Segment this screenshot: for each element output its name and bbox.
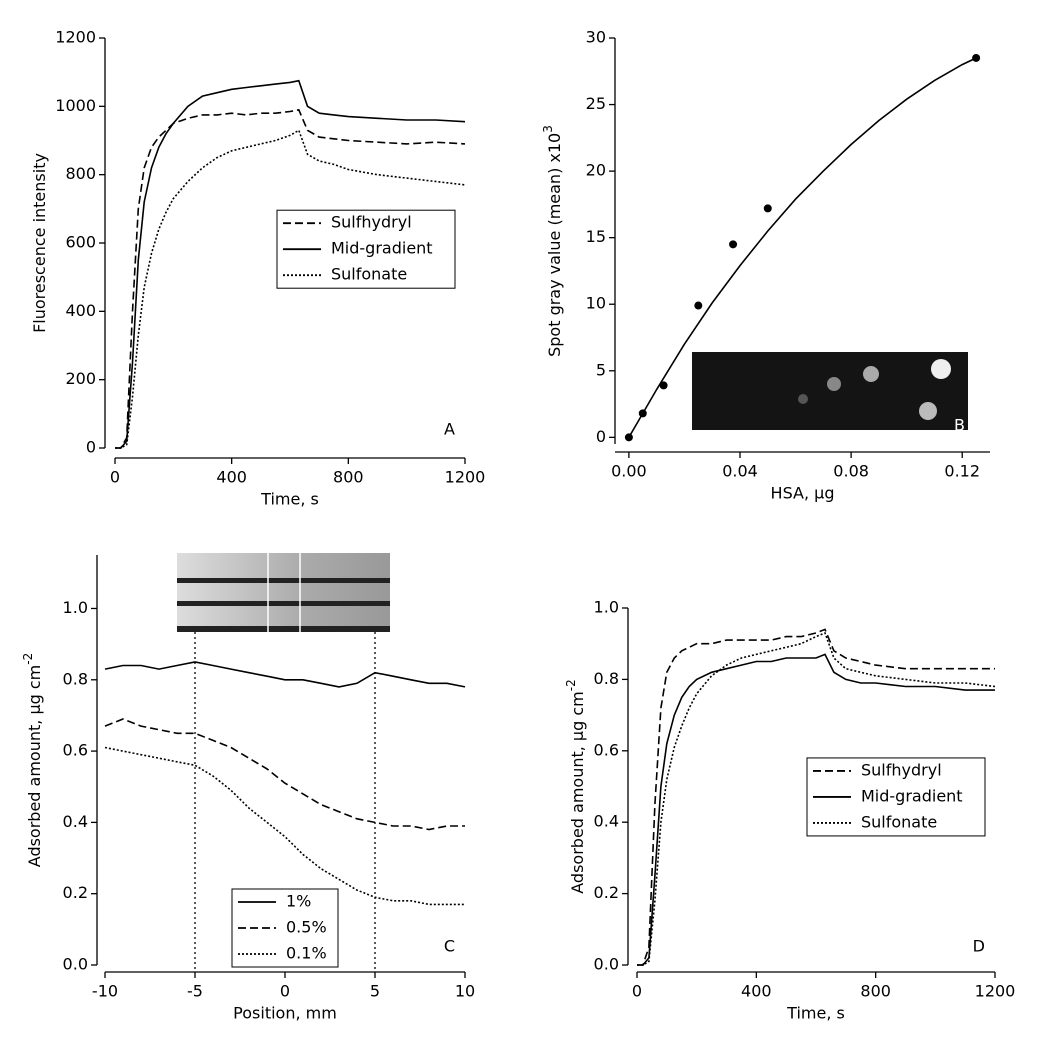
y-tick-label: 1000 [55, 96, 96, 115]
y-axis-label-text: Spot gray value (mean) x10 [545, 133, 564, 357]
x-tick-label: 0.12 [944, 462, 980, 481]
x-tick-label: 0.08 [833, 462, 869, 481]
x-tick-label: 0.00 [611, 462, 647, 481]
legend-label: 1% [286, 892, 311, 911]
legend-label: Sulfonate [861, 812, 937, 831]
series-line [104, 718, 465, 831]
x-tick-label: 1200 [975, 982, 1016, 1001]
y-tick-label: 15 [586, 227, 606, 246]
y-tick-label: 0.0 [63, 955, 88, 974]
y-tick-label: 0.4 [594, 812, 619, 831]
y-tick-label: 0.4 [63, 812, 88, 831]
y-axis-label-superscript: -2 [564, 679, 578, 691]
legend-label: Sulfonate [331, 265, 407, 284]
panel-label: A [444, 420, 455, 439]
legend-label: Mid-gradient [331, 239, 433, 258]
y-tick-label: 1200 [55, 28, 96, 47]
x-tick-label: 5 [370, 982, 380, 1001]
data-point [972, 53, 981, 62]
panel-label: C [444, 937, 455, 956]
y-tick-label: 200 [65, 369, 96, 388]
y-tick-label: 0.8 [63, 669, 88, 688]
y-tick-label: 0 [86, 438, 96, 457]
x-axis-label: Time, s [260, 490, 319, 509]
panel-label: D [973, 937, 985, 956]
legend-label: Sulfhydryl [331, 213, 412, 232]
data-point [638, 409, 647, 418]
legend-label: Mid-gradient [861, 786, 963, 805]
x-axis-label: Position, mm [233, 1004, 337, 1023]
x-tick-label: 10 [455, 982, 475, 1001]
y-axis-label-text: Fluorescence intensity [30, 153, 49, 333]
series-line [115, 79, 466, 449]
x-axis-label: HSA, µg [771, 484, 835, 503]
y-tick-label: 600 [65, 233, 96, 252]
legend-label: 0.1% [286, 944, 327, 963]
y-axis-label: Spot gray value (mean) x103 [541, 125, 564, 357]
inset-image [177, 553, 390, 632]
y-axis-label: Fluorescence intensity [30, 153, 49, 333]
y-tick-label: 0.2 [63, 883, 88, 902]
series-line [637, 628, 995, 966]
inset-image [692, 352, 968, 430]
x-tick-label: 400 [216, 468, 247, 487]
x-tick-label: 1200 [445, 468, 486, 487]
x-tick-label: 800 [333, 468, 364, 487]
data-point [694, 301, 703, 310]
series-line [104, 746, 465, 906]
y-axis-label-superscript: -2 [21, 653, 35, 665]
data-point [763, 204, 772, 213]
fit-curve [628, 57, 977, 438]
data-point [729, 240, 738, 249]
x-tick-label: 800 [860, 982, 891, 1001]
x-tick-label: -10 [92, 982, 118, 1001]
x-tick-label: 0 [110, 468, 120, 487]
data-point [659, 381, 668, 390]
x-tick-label: 0.04 [722, 462, 758, 481]
y-axis-label: Adsorbed amount, µg cm-2 [21, 653, 44, 867]
y-tick-label: 0.6 [63, 741, 88, 760]
series-line [115, 108, 466, 449]
y-tick-label: 5 [596, 360, 606, 379]
x-tick-label: -5 [187, 982, 203, 1001]
legend-label: 0.5% [286, 918, 327, 937]
y-tick-label: 400 [65, 301, 96, 320]
y-tick-label: 0.6 [594, 740, 619, 759]
y-tick-label: 25 [586, 94, 606, 113]
y-tick-label: 800 [65, 164, 96, 183]
y-axis-label-text: Adsorbed amount, µg cm [568, 691, 587, 893]
x-tick-label: 0 [280, 982, 290, 1001]
y-tick-label: 1.0 [594, 598, 619, 617]
y-tick-label: 20 [586, 161, 606, 180]
y-tick-label: 0 [596, 427, 606, 446]
x-axis-label: Time, s [786, 1004, 845, 1023]
y-tick-label: 0.2 [594, 883, 619, 902]
x-tick-label: 0 [632, 982, 642, 1001]
y-axis-label-text: Adsorbed amount, µg cm [25, 665, 44, 867]
y-axis-label: Adsorbed amount, µg cm-2 [564, 679, 587, 893]
data-point [624, 433, 633, 442]
series-line [637, 653, 995, 966]
series-line [637, 631, 996, 966]
series-line [115, 129, 466, 449]
y-tick-label: 0.0 [594, 955, 619, 974]
panel-label: B [954, 416, 965, 435]
legend-label: Sulfhydryl [861, 760, 942, 779]
y-tick-label: 0.8 [594, 669, 619, 688]
y-tick-label: 1.0 [63, 598, 88, 617]
y-axis-label-superscript: 3 [541, 125, 555, 133]
x-tick-label: 400 [741, 982, 772, 1001]
series-line [104, 661, 466, 688]
y-tick-label: 10 [586, 294, 606, 313]
y-tick-label: 30 [586, 28, 606, 47]
